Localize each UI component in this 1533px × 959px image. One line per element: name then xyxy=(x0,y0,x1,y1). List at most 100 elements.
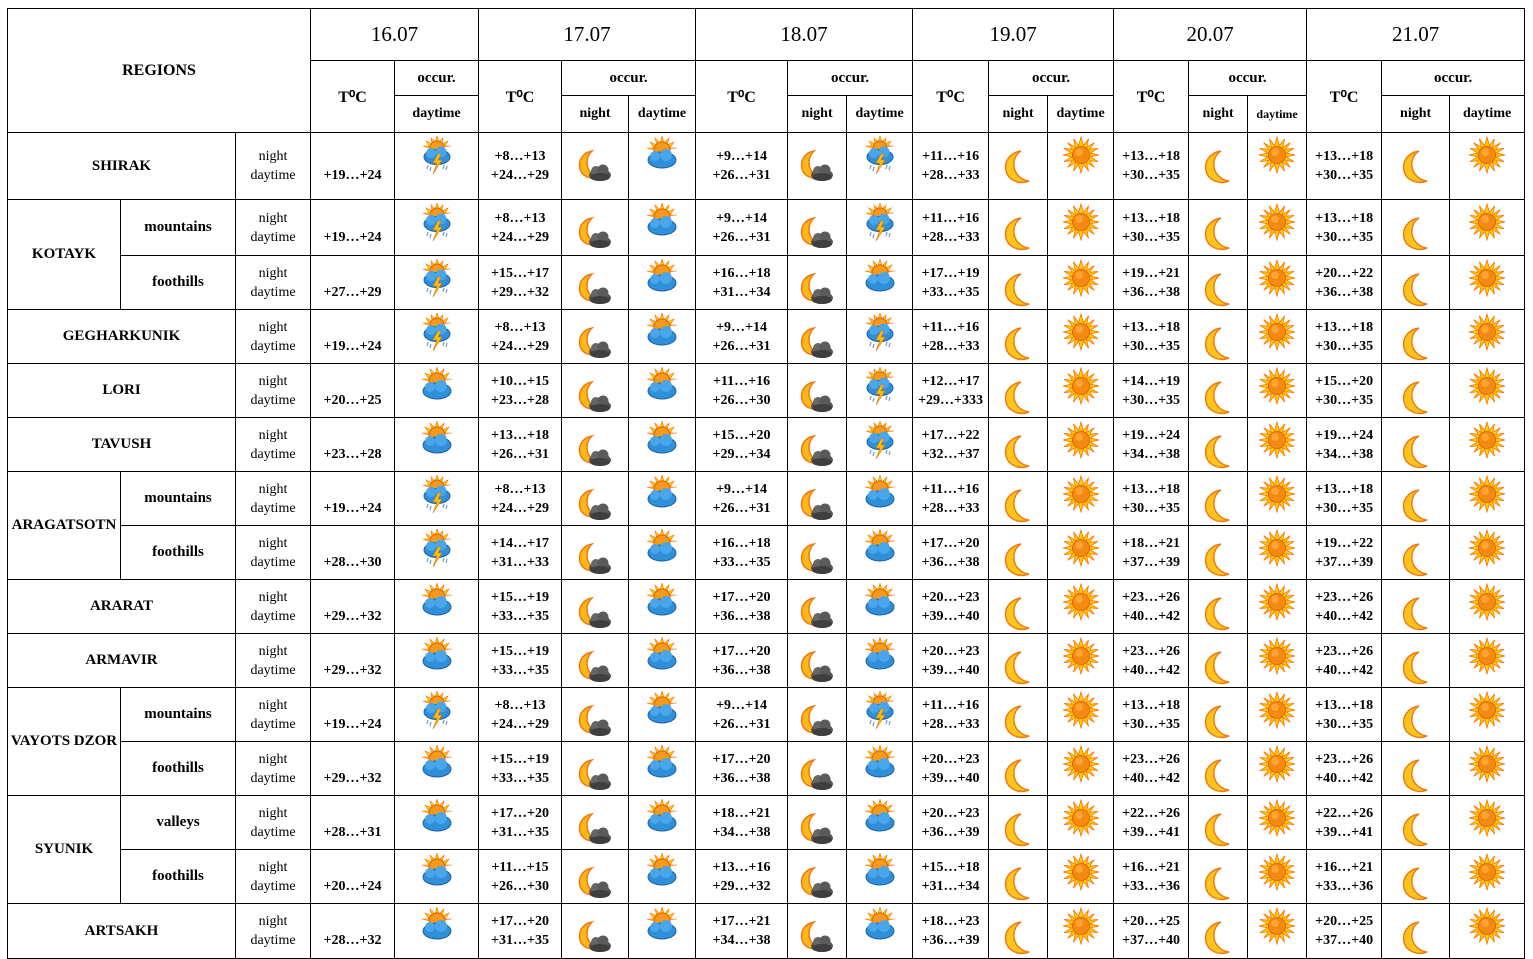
daytime-weather-cell xyxy=(846,471,914,526)
moon-icon xyxy=(990,325,1047,363)
temperature-cell: +23…+26 +40…+42 xyxy=(1113,633,1190,688)
temperature-cell: +11…+16 +28…+33 xyxy=(912,687,990,742)
daytime-weather-cell xyxy=(394,795,480,850)
night-temperature: +8…+13 xyxy=(494,210,546,226)
temperature-cell: +17…+20 +36…+38 xyxy=(695,633,789,688)
temperature-cell: +19…+21 +36…+38 xyxy=(1113,255,1190,310)
moon-icon xyxy=(1190,757,1247,795)
night-weather-cell xyxy=(787,525,848,580)
daytime-temperature: +30…+35 xyxy=(1122,229,1181,245)
period-night: night xyxy=(258,535,288,551)
night-weather-cell xyxy=(988,795,1049,850)
temperature-cell: +13…+18 +30…+35 xyxy=(1113,199,1190,256)
daytime-weather-cell xyxy=(628,579,697,634)
sun-icon xyxy=(1451,136,1524,174)
daytime-weather-cell xyxy=(394,903,480,959)
daytime-temperature: +23…+28 xyxy=(323,446,382,462)
region-name: ARAGATSOTN xyxy=(7,471,121,580)
sun-icon xyxy=(1249,529,1306,567)
daytime-weather-cell xyxy=(1247,633,1308,688)
daytime-temperature: +19…+24 xyxy=(323,500,382,516)
temperature-header: T⁰C xyxy=(310,60,396,133)
night-temperature: +12…+17 xyxy=(921,373,980,389)
temperature-cell: +11…+16 +28…+33 xyxy=(912,309,990,364)
moon-cloud-icon xyxy=(563,148,628,184)
night-weather-cell xyxy=(1381,417,1451,472)
night-weather-cell xyxy=(561,687,630,742)
sun-icon xyxy=(1249,907,1306,945)
daytime-temperature: +26…+31 xyxy=(712,716,771,732)
daytime-weather-cell xyxy=(846,903,914,959)
partly-cloudy-icon xyxy=(630,799,695,833)
night-temperature: +11…+16 xyxy=(921,481,980,497)
temperature-cell: +17…+20 +36…+38 xyxy=(695,579,789,634)
storm-icon xyxy=(396,691,478,731)
night-temperature: +14…+17 xyxy=(491,535,550,551)
period-night: night xyxy=(258,427,288,443)
region-row: LORI night daytime +20…+25 +10…+15 +23…+28 +1… xyxy=(7,363,1526,418)
temperature-cell: +11…+16 +26…+30 xyxy=(695,363,789,418)
night-weather-cell xyxy=(1381,363,1451,418)
moon-icon xyxy=(1383,811,1449,849)
daytime-weather-cell xyxy=(1247,363,1308,418)
night-temperature: +9…+14 xyxy=(716,481,768,497)
daytime-temperature: +36…+38 xyxy=(712,608,771,624)
period-labels: night daytime xyxy=(234,903,312,959)
region-name: ARARAT xyxy=(7,579,236,634)
sun-icon xyxy=(1451,259,1524,297)
daytime-temperature: +28…+32 xyxy=(323,933,382,948)
night-temperature: +13…+18 xyxy=(1315,149,1374,164)
night-header: night xyxy=(561,95,630,133)
night-weather-cell xyxy=(1188,363,1249,418)
night-temperature: +16…+21 xyxy=(1122,859,1181,875)
night-weather-cell xyxy=(988,309,1049,364)
temperature-cell: +29…+32 xyxy=(310,633,396,688)
date-header: 16.07 xyxy=(310,8,480,61)
night-temperature: +13…+18 xyxy=(1315,697,1374,713)
sun-icon xyxy=(1049,367,1113,405)
region-name: ARMAVIR xyxy=(7,633,236,688)
moon-icon xyxy=(1190,215,1247,253)
subregion-name: foothills xyxy=(120,849,236,904)
night-temperature: +16…+18 xyxy=(712,265,771,281)
daytime-weather-cell xyxy=(628,795,697,850)
temperature-cell: +11…+16 +28…+33 xyxy=(912,132,990,200)
night-temperature: +17…+20 xyxy=(921,535,980,551)
partly-cloudy-icon xyxy=(848,583,912,617)
night-weather-cell xyxy=(988,633,1049,688)
moon-cloud-icon xyxy=(789,919,846,955)
daytime-temperature: +33…+35 xyxy=(491,608,550,624)
moon-cloud-icon xyxy=(563,595,628,631)
daytime-weather-cell xyxy=(394,741,480,796)
daytime-weather-cell xyxy=(1449,309,1526,364)
partly-cloudy-icon xyxy=(630,691,695,725)
sun-icon xyxy=(1049,529,1113,567)
daytime-weather-cell xyxy=(1449,132,1526,200)
moon-icon xyxy=(1383,919,1449,957)
night-temperature xyxy=(312,912,394,931)
temperature-header: T⁰C xyxy=(1306,60,1383,133)
daytime-temperature: +30…+35 xyxy=(1122,392,1181,408)
daytime-temperature: +33…+36 xyxy=(1315,878,1374,894)
period-night: night xyxy=(258,751,288,767)
sun-icon xyxy=(1249,313,1306,351)
temperature-cell: +13…+18 +30…+35 xyxy=(1113,132,1190,200)
daytime-weather-cell xyxy=(1449,525,1526,580)
daytime-temperature: +31…+33 xyxy=(491,554,550,570)
night-temperature: +22…+26 xyxy=(1122,805,1181,821)
moon-cloud-icon xyxy=(789,148,846,184)
night-weather-cell xyxy=(988,132,1049,200)
night-temperature: +23…+26 xyxy=(1122,589,1181,605)
period-daytime: daytime xyxy=(250,338,296,354)
daytime-temperature: +27…+29 xyxy=(323,284,382,300)
region-row: ARMAVIR night daytime +29…+32 +15…+19 +33…+3… xyxy=(7,633,1526,688)
temperature-cell: +23…+26 +40…+42 xyxy=(1113,741,1190,796)
daytime-temperature: +31…+34 xyxy=(921,878,980,894)
subregion-name: mountains xyxy=(120,471,236,526)
moon-cloud-icon xyxy=(789,379,846,415)
night-weather-cell xyxy=(988,741,1049,796)
night-weather-cell xyxy=(787,309,848,364)
night-weather-cell xyxy=(988,363,1049,418)
temperature-cell: +9…+14 +26…+31 xyxy=(695,687,789,742)
moon-cloud-icon xyxy=(563,649,628,685)
